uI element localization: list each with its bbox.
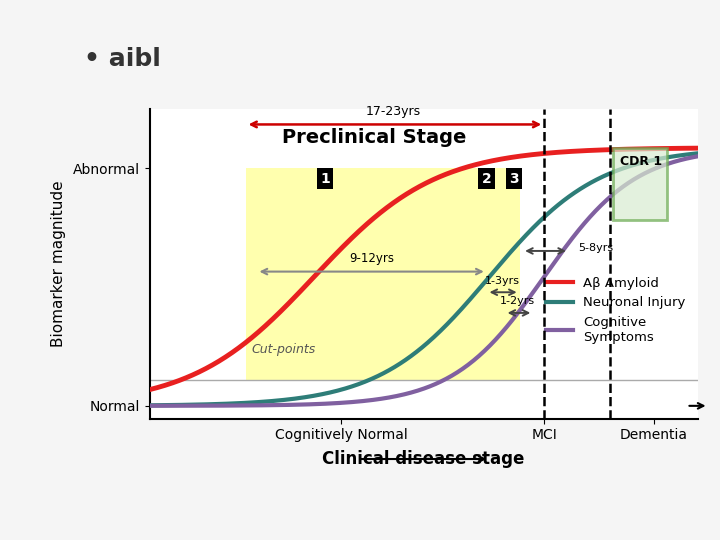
Text: Cut-points: Cut-points bbox=[251, 342, 315, 355]
Bar bbox=[613, 147, 667, 220]
Text: 1-3yrs: 1-3yrs bbox=[485, 276, 519, 286]
Text: Preclinical Stage: Preclinical Stage bbox=[282, 128, 467, 147]
Text: 1-2yrs: 1-2yrs bbox=[500, 296, 536, 306]
Legend: Aβ Amyloid, Neuronal Injury, Cognitive
Symptoms: Aβ Amyloid, Neuronal Injury, Cognitive S… bbox=[541, 272, 691, 349]
Text: • aibl: • aibl bbox=[84, 47, 161, 71]
Text: 5-8yrs: 5-8yrs bbox=[578, 244, 613, 253]
Text: 9-12yrs: 9-12yrs bbox=[349, 252, 394, 265]
Text: CDR 1: CDR 1 bbox=[620, 156, 662, 168]
Text: 17-23yrs: 17-23yrs bbox=[366, 105, 421, 118]
Bar bbox=[246, 168, 520, 380]
Text: Clinical disease stage: Clinical disease stage bbox=[323, 450, 525, 468]
Text: 1: 1 bbox=[320, 172, 330, 186]
Text: 3: 3 bbox=[509, 172, 519, 186]
Text: 2: 2 bbox=[482, 172, 492, 186]
Y-axis label: Biomarker magnitude: Biomarker magnitude bbox=[51, 180, 66, 347]
